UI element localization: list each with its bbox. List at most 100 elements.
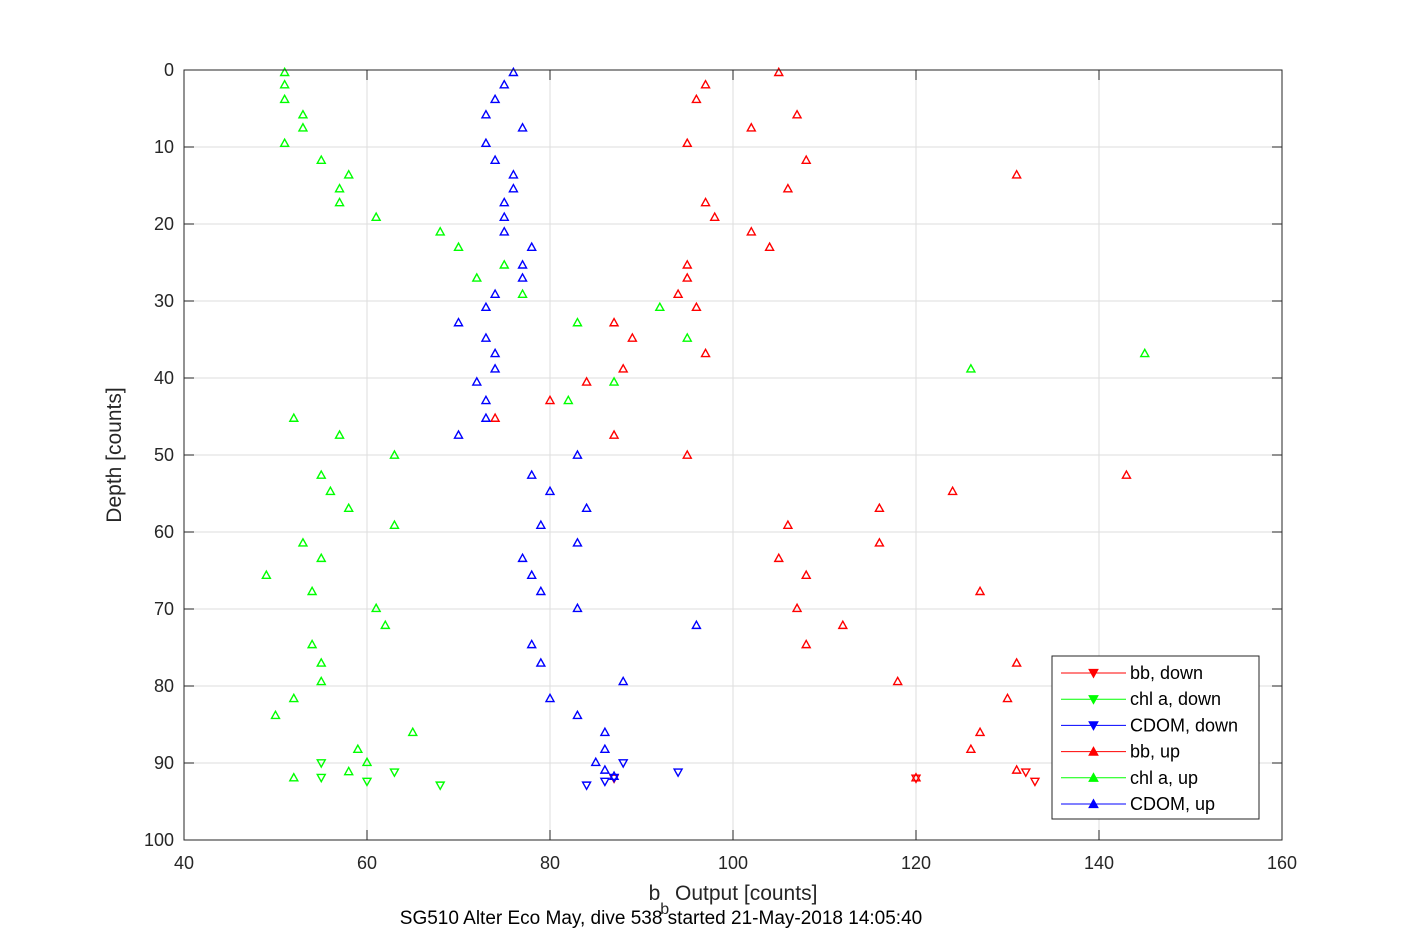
- x-tick-label: 120: [901, 853, 931, 873]
- point-bb-up: [700, 347, 711, 358]
- point-chl-a-up: [370, 602, 382, 613]
- point-bb-up: [782, 183, 794, 193]
- legend-box: [1051, 655, 1260, 820]
- point-chl-a-down: [316, 773, 327, 784]
- x-tick-label: 140: [1084, 853, 1114, 873]
- point-bb-up: [581, 376, 592, 386]
- point-cdom-up: [526, 469, 537, 479]
- point-bb-up: [682, 272, 693, 282]
- point-bb-up: [1011, 169, 1022, 179]
- point-bb-up: [691, 93, 702, 104]
- point-cdom-up: [517, 122, 528, 132]
- point-bb-up: [947, 485, 958, 496]
- point-cdom-up: [544, 485, 556, 496]
- point-bb-up: [974, 585, 986, 596]
- point-bb-up: [544, 394, 556, 405]
- y-tick-label: 40: [154, 368, 174, 388]
- point-chl-a-up: [517, 288, 528, 298]
- x-tick-label: 100: [718, 853, 748, 873]
- point-cdom-up: [508, 66, 519, 77]
- point-cdom-up: [691, 619, 702, 630]
- y-tick-label: 80: [154, 676, 174, 696]
- y-tick-label: 100: [144, 830, 174, 850]
- point-chl-a-up: [682, 332, 693, 342]
- point-bb-up: [682, 449, 693, 459]
- point-cdom-up: [480, 137, 492, 148]
- point-chl-a-up: [297, 537, 309, 547]
- legend-marker-chl-a-down: [1088, 695, 1099, 705]
- point-chl-a-up: [316, 552, 327, 563]
- point-cdom-up: [453, 429, 464, 439]
- point-bb-up: [782, 519, 794, 529]
- point-cdom-up: [526, 638, 537, 649]
- y-tick-label: 50: [154, 445, 174, 465]
- point-chl-a-up: [261, 569, 272, 580]
- point-bb-up: [965, 743, 977, 754]
- point-chl-a-up: [334, 183, 345, 193]
- data-points: [261, 66, 1150, 791]
- point-cdom-up: [581, 502, 592, 513]
- point-bb-down: [1020, 768, 1031, 778]
- point-chl-a-down: [435, 781, 446, 791]
- point-chl-a-down: [361, 777, 373, 787]
- point-cdom-up: [572, 537, 583, 547]
- legend-label-bb-down: bb, down: [1130, 663, 1203, 683]
- point-bb-up: [627, 332, 638, 342]
- y-tick-label: 90: [154, 753, 174, 773]
- point-cdom-up: [526, 569, 537, 580]
- y-tick-label: 10: [154, 137, 174, 157]
- y-axis-label: Depth [counts]: [103, 387, 126, 522]
- ticks: [183, 69, 1283, 841]
- point-bb-up: [801, 154, 812, 164]
- subtitle: SG510 Alter Eco May, dive 538 started 21…: [400, 908, 922, 929]
- legend-marker-bb-down: [1088, 668, 1099, 679]
- point-bb-up: [700, 196, 711, 207]
- point-bb-up: [892, 675, 903, 686]
- point-chl-a-up: [343, 169, 354, 179]
- y-tick-label: 30: [154, 291, 174, 311]
- point-chl-a-up: [352, 743, 364, 754]
- point-bb-up: [874, 502, 885, 513]
- point-bb-up: [837, 619, 848, 630]
- point-chl-a-up: [270, 709, 281, 720]
- point-cdom-up: [517, 259, 528, 269]
- point-chl-a-up: [654, 301, 665, 312]
- point-chl-a-up: [1139, 347, 1150, 358]
- point-chl-a-up: [453, 241, 464, 252]
- legend-label-chl-a-down: chl a, down: [1130, 689, 1221, 709]
- point-bb-up: [773, 552, 784, 563]
- point-cdom-up: [480, 412, 492, 422]
- x-tick-label: 80: [540, 853, 560, 873]
- point-cdom-up: [599, 726, 611, 737]
- point-cdom-up: [489, 93, 501, 104]
- point-chl-a-up: [288, 692, 299, 703]
- point-bb-up: [791, 109, 803, 119]
- point-cdom-up: [508, 169, 519, 179]
- point-chl-a-up: [334, 429, 345, 439]
- tick-labels: 40 60 80 100 120 140 160 0 10 20 30 40 50 60 70 80 90 100: [144, 60, 1297, 873]
- point-cdom-up: [535, 585, 547, 596]
- point-chl-a-up: [572, 317, 583, 327]
- point-cdom-up: [471, 376, 482, 386]
- point-chl-a-down: [316, 759, 327, 769]
- point-cdom-up: [480, 301, 492, 312]
- point-bb-up: [489, 412, 501, 422]
- point-bb-up: [746, 122, 757, 132]
- point-chl-a-up: [407, 726, 418, 737]
- legend-marker-cdom-up: [1088, 798, 1099, 809]
- grid: [184, 70, 1282, 840]
- x-axis-label: bb Output [counts]: [649, 882, 818, 918]
- point-cdom-up: [618, 675, 629, 686]
- point-bb-up: [608, 317, 620, 327]
- point-chl-a-up: [288, 412, 299, 422]
- point-bb-up: [682, 259, 693, 269]
- point-chl-a-up: [316, 675, 327, 686]
- point-bb-up: [1011, 657, 1022, 667]
- point-cdom-up: [489, 154, 501, 164]
- point-chl-a-up: [380, 619, 391, 630]
- point-bb-up: [618, 363, 629, 373]
- point-cdom-down: [618, 759, 629, 769]
- point-bb-up: [764, 241, 775, 252]
- y-tick-label: 60: [154, 522, 174, 542]
